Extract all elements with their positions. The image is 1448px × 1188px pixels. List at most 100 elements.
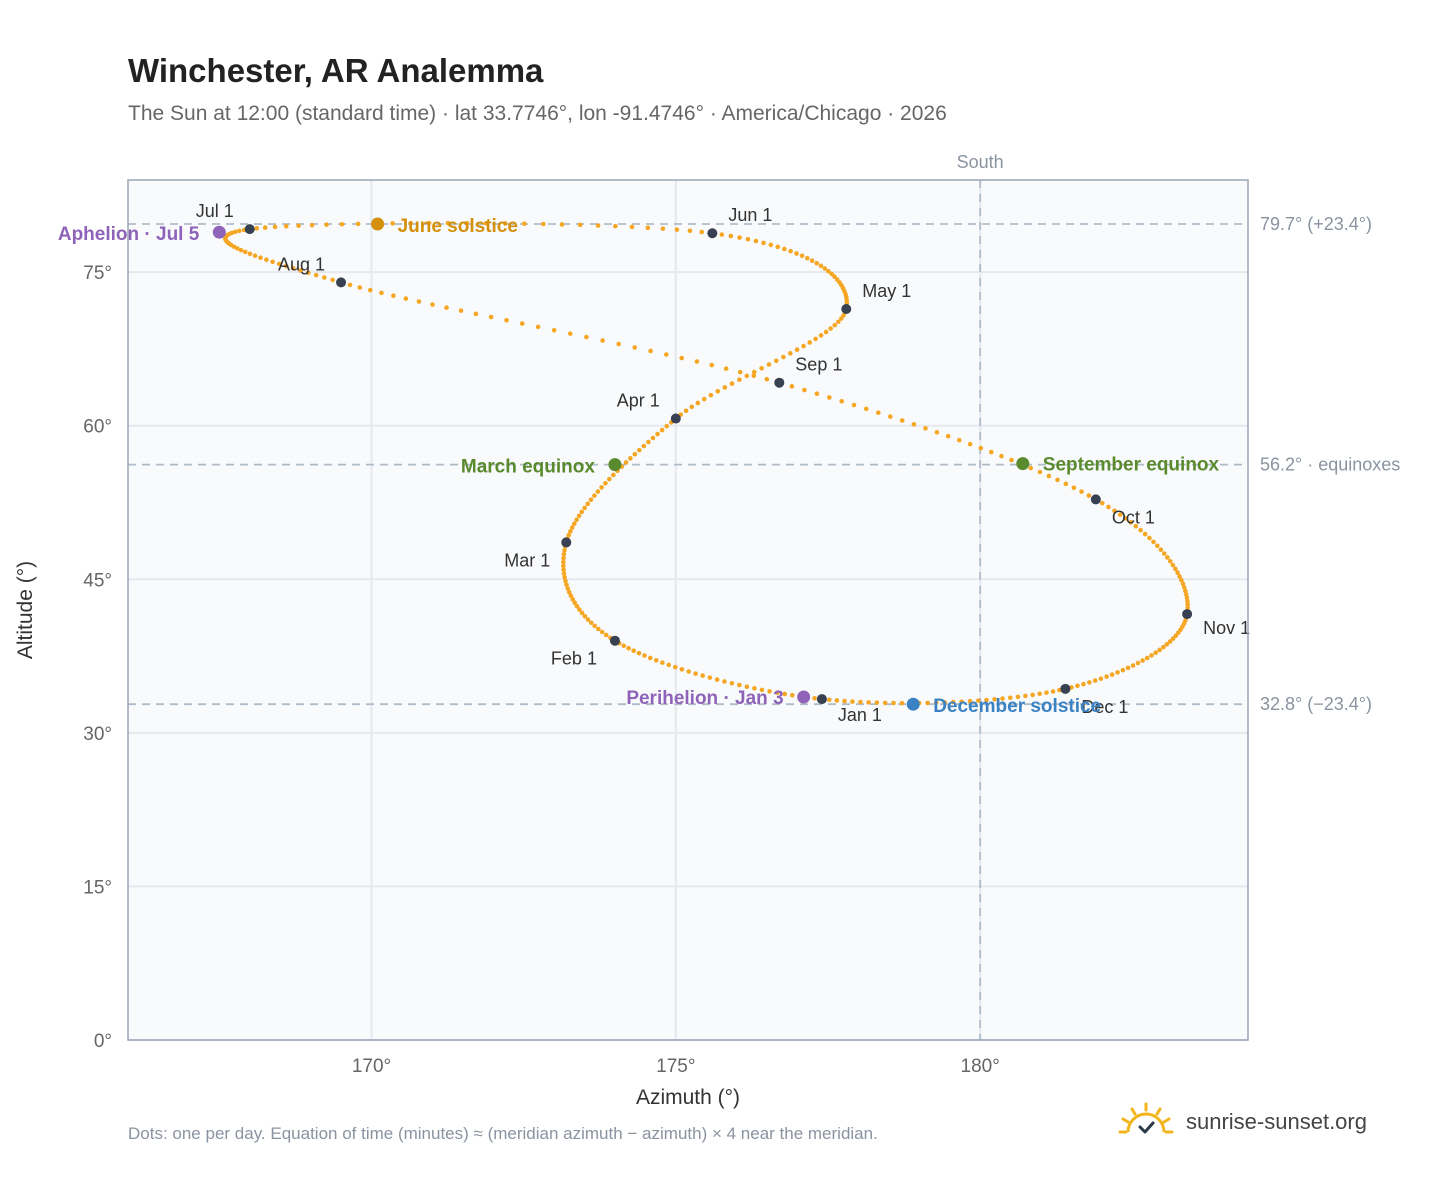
day-dot — [899, 418, 905, 423]
day-dot — [1165, 555, 1170, 560]
y-tick-label: 15° — [83, 877, 112, 898]
day-dot — [1063, 481, 1069, 487]
day-dot — [850, 699, 855, 704]
day-dot — [631, 648, 636, 653]
day-dot — [728, 233, 734, 239]
x-axis-title: Azimuth (°) — [636, 1086, 740, 1109]
day-dot — [672, 664, 678, 670]
day-dot — [1161, 644, 1166, 650]
day-dot — [1179, 577, 1184, 583]
day-dot — [933, 700, 939, 706]
day-dot — [1173, 566, 1178, 572]
day-dot — [258, 255, 263, 260]
day-dot — [1071, 485, 1077, 491]
day-dot — [1185, 598, 1190, 604]
day-dot — [1130, 663, 1136, 668]
day-dot — [623, 460, 629, 465]
month-marker-may-1 — [841, 304, 852, 314]
day-dot — [238, 247, 244, 253]
month-marker-sep-1 — [774, 377, 785, 388]
event-marker-march-equinox — [608, 458, 622, 472]
day-dot — [313, 272, 319, 278]
chart-subtitle: The Sun at 12:00 (standard time) · lat 3… — [128, 102, 947, 125]
day-dot — [759, 687, 765, 693]
event-label-perihelion-jan-3: Perihelion · Jan 3 — [626, 688, 783, 709]
day-dot — [519, 321, 525, 326]
x-tick-label: 180° — [961, 1056, 1000, 1077]
day-dot — [1115, 670, 1120, 675]
day-dot — [579, 610, 585, 616]
event-label-march-equinox: March equinox — [461, 457, 596, 478]
day-dot — [621, 643, 627, 649]
day-dot — [416, 299, 422, 304]
day-dot — [1109, 672, 1115, 677]
y-axis-title: Altitude (°) — [14, 561, 37, 659]
day-dot — [945, 433, 951, 439]
month-marker-mar-1 — [561, 537, 572, 548]
day-dot — [1098, 676, 1104, 681]
day-dot — [1167, 559, 1173, 564]
brand[interactable]: sunrise-sunset.org — [1118, 1102, 1367, 1142]
day-dot — [1142, 531, 1148, 537]
month-label-apr-1: Apr 1 — [617, 391, 660, 411]
day-dot — [566, 532, 572, 538]
grid-lines — [128, 180, 1248, 1041]
day-dot — [254, 226, 260, 231]
day-dot — [1167, 639, 1173, 644]
day-dot — [1138, 527, 1143, 533]
day-dot — [603, 632, 609, 638]
day-dot — [561, 567, 566, 573]
day-dot — [290, 265, 296, 271]
day-dot — [367, 287, 373, 293]
day-dot — [888, 414, 893, 419]
day-dot — [773, 358, 779, 364]
day-dot — [1149, 653, 1154, 658]
day-dot — [764, 376, 770, 382]
day-dot — [1140, 658, 1145, 663]
day-dot — [596, 626, 601, 632]
day-dot — [737, 377, 742, 383]
day-dot — [1183, 592, 1189, 597]
day-dot — [876, 410, 881, 416]
day-dot — [355, 221, 361, 227]
reference-line-label: 79.7° (+23.4°) — [1260, 214, 1372, 234]
day-dot — [568, 529, 573, 534]
day-dot — [561, 563, 566, 569]
day-dot — [744, 684, 750, 690]
day-dot — [577, 222, 583, 228]
day-dot — [737, 369, 743, 375]
day-dot — [814, 391, 820, 397]
plot-frame — [127, 179, 1249, 1041]
day-dot — [1184, 595, 1190, 601]
day-dot — [683, 408, 689, 414]
day-dot — [1123, 516, 1128, 521]
day-dot — [613, 223, 618, 229]
day-dot — [592, 623, 597, 629]
day-dot — [504, 317, 509, 323]
day-dot — [1087, 680, 1092, 685]
day-dot — [1009, 457, 1014, 463]
day-dot — [775, 244, 781, 250]
day-dot — [391, 293, 396, 299]
day-dot — [804, 255, 810, 261]
day-dot — [1180, 581, 1186, 587]
day-dot — [522, 221, 527, 226]
day-dot — [574, 603, 580, 609]
day-dot — [1183, 588, 1188, 594]
day-dot — [564, 582, 569, 588]
day-dot — [794, 347, 800, 352]
day-dot — [646, 439, 651, 445]
day-dot — [812, 695, 817, 701]
footnote: Dots: one per day. Equation of time (min… — [128, 1124, 878, 1143]
day-dot — [1175, 570, 1180, 576]
event-marker-aphelion-jul-5 — [212, 225, 226, 239]
day-dot — [839, 398, 845, 404]
day-dot — [1044, 690, 1049, 695]
day-dot — [828, 326, 833, 331]
day-dot — [809, 258, 815, 263]
day-dot — [826, 697, 832, 703]
day-dot — [1170, 636, 1176, 641]
day-dot — [700, 673, 705, 678]
day-dot — [650, 435, 656, 441]
